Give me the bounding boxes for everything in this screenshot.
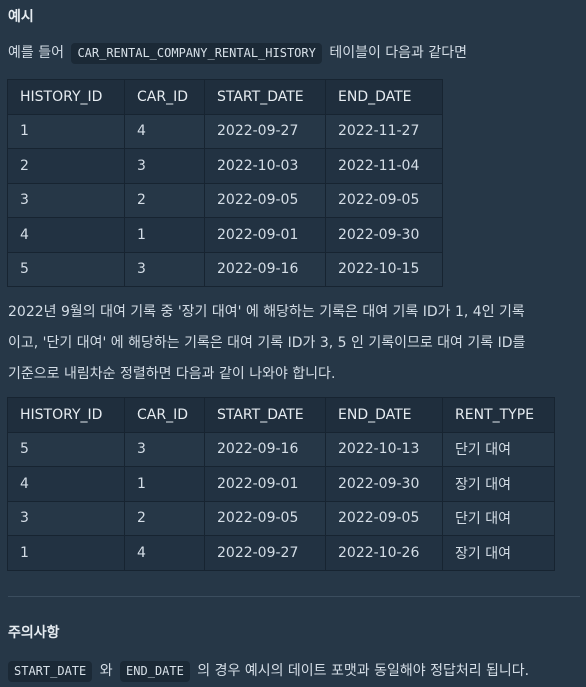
table-row: 4 1 2022-09-01 2022-09-30 xyxy=(7,217,443,253)
table-row: 1 4 2022-09-27 2022-11-27 xyxy=(7,113,443,149)
history-table: HISTORY_ID CAR_ID START_DATE END_DATE 1 … xyxy=(7,79,443,287)
table-cell: 1 xyxy=(7,113,125,149)
section-divider xyxy=(8,596,580,597)
table-cell: 2022-10-13 xyxy=(325,431,443,467)
intro-line: 예를 들어 CAR_RENTAL_COMPANY_RENTAL_HISTORY … xyxy=(8,42,467,64)
table-cell: 2022-09-01 xyxy=(204,217,326,253)
notes-joiner: 와 xyxy=(99,663,113,679)
column-header: CAR_ID xyxy=(124,397,205,433)
table-cell: 3 xyxy=(7,500,125,536)
table-row: 5 3 2022-09-16 2022-10-13 단기 대여 xyxy=(7,431,555,467)
table-cell: 2022-10-26 xyxy=(325,535,443,571)
table-cell: 2022-09-16 xyxy=(204,431,326,467)
explanation-paragraph: 2022년 9월의 대여 기록 중 '장기 대여' 에 해당하는 기록은 대여 … xyxy=(8,297,580,390)
table-cell: 4 xyxy=(7,217,125,253)
table-cell: 2 xyxy=(124,182,205,218)
table-cell: 4 xyxy=(7,466,125,502)
table-cell: 2022-09-27 xyxy=(204,113,326,149)
table-cell: 2022-09-05 xyxy=(204,182,326,218)
table-cell: 2 xyxy=(124,500,205,536)
explanation-line: 2022년 9월의 대여 기록 중 '장기 대여' 에 해당하는 기록은 대여 … xyxy=(8,304,525,320)
table-cell: 3 xyxy=(124,251,205,287)
table-cell: 4 xyxy=(124,113,205,149)
table-row: 4 1 2022-09-01 2022-09-30 장기 대여 xyxy=(7,466,555,502)
table-cell: 1 xyxy=(124,466,205,502)
start-date-code: START_DATE xyxy=(8,661,93,682)
history-table-header: HISTORY_ID CAR_ID START_DATE END_DATE xyxy=(7,79,443,115)
table-name-code: CAR_RENTAL_COMPANY_RENTAL_HISTORY xyxy=(71,43,322,64)
notes-line: START_DATE 와 END_DATE 의 경우 예시의 데이트 포맷과 동… xyxy=(8,660,529,682)
intro-prefix: 예를 들어 xyxy=(8,45,64,61)
table-cell: 단기 대여 xyxy=(442,500,555,536)
table-cell: 3 xyxy=(7,182,125,218)
table-cell: 2022-10-15 xyxy=(325,251,443,287)
table-row: 1 4 2022-09-27 2022-10-26 장기 대여 xyxy=(7,535,555,571)
table-cell: 1 xyxy=(124,217,205,253)
notes-text: 의 경우 예시의 데이트 포맷과 동일해야 정답처리 됩니다. xyxy=(197,663,530,679)
column-header: END_DATE xyxy=(325,79,443,115)
column-header: END_DATE xyxy=(325,397,443,433)
table-cell: 2022-09-05 xyxy=(204,500,326,536)
table-cell: 4 xyxy=(124,535,205,571)
table-cell: 2022-10-03 xyxy=(204,148,326,184)
end-date-code: END_DATE xyxy=(120,661,190,682)
table-cell: 3 xyxy=(124,148,205,184)
table-cell: 2022-09-16 xyxy=(204,251,326,287)
table-cell: 5 xyxy=(7,431,125,467)
table-cell: 2 xyxy=(7,148,125,184)
table-cell: 장기 대여 xyxy=(442,466,555,502)
column-header: RENT_TYPE xyxy=(442,397,555,433)
column-header: CAR_ID xyxy=(124,79,205,115)
table-cell: 2022-09-01 xyxy=(204,466,326,502)
table-cell: 2022-09-30 xyxy=(325,217,443,253)
result-table-header: HISTORY_ID CAR_ID START_DATE END_DATE RE… xyxy=(7,397,555,433)
table-cell: 2022-11-04 xyxy=(325,148,443,184)
intro-suffix: 테이블이 다음과 같다면 xyxy=(329,45,468,61)
table-row: 3 2 2022-09-05 2022-09-05 단기 대여 xyxy=(7,500,555,536)
table-cell: 1 xyxy=(7,535,125,571)
table-cell: 3 xyxy=(124,431,205,467)
column-header: START_DATE xyxy=(204,79,326,115)
table-cell: 2022-09-05 xyxy=(325,500,443,536)
column-header: START_DATE xyxy=(204,397,326,433)
column-header: HISTORY_ID xyxy=(7,79,125,115)
explanation-line: 기준으로 내림차순 정렬하면 다음과 같이 나와야 합니다. xyxy=(8,366,336,382)
table-row: 3 2 2022-09-05 2022-09-05 xyxy=(7,182,443,218)
table-cell: 2022-09-05 xyxy=(325,182,443,218)
notes-heading: 주의사항 xyxy=(8,625,60,641)
column-header: HISTORY_ID xyxy=(7,397,125,433)
example-heading: 예시 xyxy=(8,9,34,25)
table-cell: 장기 대여 xyxy=(442,535,555,571)
table-cell: 2022-09-30 xyxy=(325,466,443,502)
result-table: HISTORY_ID CAR_ID START_DATE END_DATE RE… xyxy=(7,397,555,571)
table-row: 5 3 2022-09-16 2022-10-15 xyxy=(7,251,443,287)
table-row: 2 3 2022-10-03 2022-11-04 xyxy=(7,148,443,184)
table-cell: 5 xyxy=(7,251,125,287)
table-cell: 2022-11-27 xyxy=(325,113,443,149)
table-cell: 단기 대여 xyxy=(442,431,555,467)
table-cell: 2022-09-27 xyxy=(204,535,326,571)
explanation-line: 이고, '단기 대여' 에 해당하는 기록은 대여 기록 ID가 3, 5 인 … xyxy=(8,335,526,351)
